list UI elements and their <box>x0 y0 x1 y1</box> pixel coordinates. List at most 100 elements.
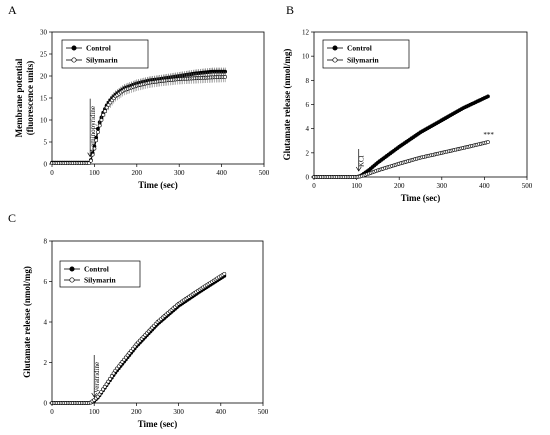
x-tick-label: 300 <box>174 169 185 177</box>
x-tick-label: 0 <box>50 169 54 177</box>
legend-marker <box>332 57 338 63</box>
data-point <box>94 138 99 143</box>
x-axis-title: Time (sec) <box>138 419 178 429</box>
x-tick-label: 0 <box>50 408 54 416</box>
data-point <box>99 118 104 122</box>
chart-panel-a: A 0 100 200 300 400 500 0 5 10 15 20 25 30 Time (sec) M… <box>8 3 270 190</box>
data-point <box>108 376 112 381</box>
data-point <box>92 146 97 151</box>
series-silymarin <box>312 140 490 179</box>
significance-marker: *** <box>483 131 494 139</box>
data-point <box>104 382 109 387</box>
stimulus-arrowhead <box>355 166 362 172</box>
stimulus-label: 4-aminopyridine <box>89 106 97 153</box>
y-tick-label: 2 <box>306 149 310 157</box>
y-tick-label: 8 <box>306 77 310 85</box>
data-point <box>97 123 102 128</box>
x-tick-label: 100 <box>89 408 100 416</box>
data-point <box>99 389 104 394</box>
series-control <box>312 94 490 179</box>
y-tick-label: 0 <box>44 161 48 169</box>
legend-marker <box>71 45 77 51</box>
panel-label: B <box>286 3 294 17</box>
x-tick-label: 100 <box>89 169 100 177</box>
y-tick-label: 0 <box>306 174 310 182</box>
data-point <box>486 140 490 145</box>
stimulus-label: Veratridine <box>93 362 101 393</box>
series-control <box>50 273 227 405</box>
legend: Control Silymarin <box>61 39 149 69</box>
data-point <box>106 379 111 384</box>
y-tick-label: 0 <box>44 400 48 408</box>
data-point <box>88 158 93 163</box>
data-point <box>486 94 490 99</box>
x-tick-label: 300 <box>437 182 448 190</box>
y-tick-label: 20 <box>40 73 48 81</box>
data-point <box>223 75 228 79</box>
y-tick-label: 5 <box>44 139 48 147</box>
legend-marker <box>69 277 75 283</box>
x-tick-label: 400 <box>216 169 227 177</box>
y-tick-label: 15 <box>40 95 48 103</box>
y-tick-label: 6 <box>44 278 48 286</box>
x-tick-label: 200 <box>132 169 143 177</box>
series-silymarin <box>50 71 228 166</box>
data-point <box>96 130 100 135</box>
y-tick-label: 4 <box>44 319 48 327</box>
y-axis-title: Glutamate release (nmol/mg) <box>282 49 292 161</box>
series-silymarin <box>50 271 227 405</box>
y-axis-title: Glutamate release (nmol/mg) <box>22 266 32 378</box>
x-tick-label: 200 <box>394 182 405 190</box>
y-tick-label: 6 <box>306 101 310 109</box>
x-tick-label: 200 <box>131 408 142 416</box>
legend-entry: Control <box>86 44 111 53</box>
y-tick-label: 10 <box>302 53 310 61</box>
legend-box <box>61 39 149 69</box>
x-tick-label: 400 <box>216 408 227 416</box>
y-tick-label: 12 <box>302 29 310 37</box>
y-tick-label: 8 <box>44 238 48 246</box>
legend-box <box>322 39 410 69</box>
y-axis-title: (fluorescence units) <box>25 61 35 136</box>
x-tick-label: 100 <box>351 182 362 190</box>
x-tick-label: 500 <box>259 169 270 177</box>
legend: Control Silymarin <box>59 260 141 288</box>
legend-entry: Silymarin <box>347 56 379 65</box>
stimulus-arrowhead <box>91 392 97 398</box>
panel-label: A <box>8 3 17 17</box>
chart-panel-b: B 0 100 200 300 400 500 0 2 4 6 8 10 12 Time (sec) Glut… <box>282 3 533 203</box>
series-line <box>52 76 226 164</box>
series-line <box>52 275 226 404</box>
x-axis-title: Time (sec) <box>401 193 441 203</box>
legend-marker <box>71 57 77 63</box>
legend-entry: Silymarin <box>84 276 116 285</box>
x-tick-label: 300 <box>173 408 184 416</box>
y-tick-label: 2 <box>44 359 48 367</box>
data-point <box>103 109 107 114</box>
y-tick-label: 25 <box>40 51 48 59</box>
x-tick-label: 0 <box>312 182 316 190</box>
data-point <box>101 112 106 117</box>
legend-marker <box>69 266 75 272</box>
legend-entry: Control <box>347 44 372 53</box>
x-tick-label: 500 <box>258 408 269 416</box>
y-tick-label: 10 <box>40 117 48 125</box>
legend-marker <box>332 45 338 51</box>
legend-box <box>59 260 141 288</box>
x-axis-title: Time (sec) <box>138 180 178 190</box>
data-point <box>111 371 116 376</box>
data-point <box>97 392 102 397</box>
data-point <box>222 271 227 276</box>
x-tick-label: 400 <box>479 182 490 190</box>
chart-panel-c: C 0 100 200 300 400 500 0 2 4 6 8 Time (sec) Glutamat… <box>8 211 269 429</box>
stimulus-arrowhead <box>87 152 93 158</box>
legend-entry: Control <box>84 265 109 274</box>
y-axis-title: Membrane potential <box>14 58 24 137</box>
legend: Control Silymarin <box>322 39 410 69</box>
y-tick-label: 30 <box>40 29 48 37</box>
y-tick-label: 4 <box>306 125 310 133</box>
legend-entry: Silymarin <box>86 56 118 65</box>
data-point <box>101 387 105 392</box>
x-tick-label: 500 <box>522 182 533 190</box>
